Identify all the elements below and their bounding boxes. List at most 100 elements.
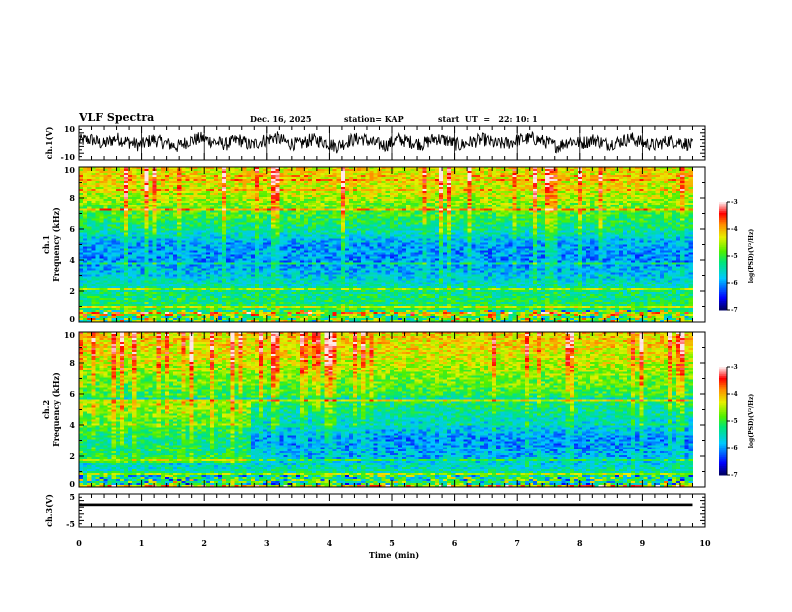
ch1-spectrogram-cell xyxy=(103,168,109,172)
ch1-spectrogram-cell xyxy=(430,167,436,170)
ch1-spectrogram-cell xyxy=(299,167,305,170)
ch1-spectrogram-cell xyxy=(344,167,350,170)
ch1-spectrogram-cell xyxy=(197,167,203,170)
ch1-spectrogram-cell xyxy=(598,167,603,170)
ch1-spectrogram-cell xyxy=(246,167,252,170)
ch1-spectrogram-cell xyxy=(324,167,329,170)
ch1-waveform-ylabel: ch.1(V) xyxy=(44,126,54,159)
date-label: Dec. 16, 2025 xyxy=(250,114,311,124)
ch1-spectrogram-cell xyxy=(639,167,644,170)
ch1-spectrogram-cell xyxy=(667,167,673,170)
ch1-spectrogram-cell xyxy=(103,167,109,170)
ch1-spectrogram-cell xyxy=(655,167,661,170)
ch1-spectrogram-cell xyxy=(222,167,227,170)
ch1-spectrogram-cell xyxy=(406,167,411,170)
ch1-spectrogram-cell xyxy=(83,168,88,172)
ch1-spectrogram-cell xyxy=(438,167,444,170)
ch1-spectrogram-cell xyxy=(213,167,219,170)
ch1-spectrogram-cell xyxy=(569,167,575,170)
ch1-spectrogram-cell xyxy=(410,167,415,170)
ch1-spectrogram-cell xyxy=(99,167,104,170)
ch1-spectrogram-cell xyxy=(128,168,133,172)
ch1-spectrogram-cell xyxy=(230,167,235,170)
ch1-spectrogram-cell xyxy=(185,167,190,170)
ch1-spectrogram-cell xyxy=(688,167,693,170)
ch1-spectrogram-cell xyxy=(680,167,685,170)
ch1-spectrogram-cell xyxy=(524,167,530,170)
ch1-spectrogram-cell xyxy=(557,167,562,170)
ch1-spectrogram-cell xyxy=(340,167,346,170)
ch1-spectrogram-cell xyxy=(528,167,534,170)
ch1-spectrogram-cell xyxy=(635,167,640,170)
ch1-spectrogram-cell xyxy=(455,167,460,170)
ch1-spectrogram-cell xyxy=(295,167,301,170)
ch1-spectrogram-cell xyxy=(520,167,526,170)
ch1-spectrogram-cell xyxy=(123,168,129,172)
ch1-spectrogram-cell xyxy=(422,167,428,170)
ch1-spectrogram-cell xyxy=(234,167,239,170)
ch1-spectrogram-cell xyxy=(144,168,149,172)
ch1-spectrogram-cell xyxy=(483,167,489,170)
ch1-spectrogram-cell xyxy=(218,167,223,170)
ch1-spectrogram-cell xyxy=(95,168,100,172)
ch1-spectrogram-cell xyxy=(283,167,288,170)
ch1-spectrogram-cell xyxy=(181,168,186,172)
ch1-spectrogram-cell xyxy=(381,167,387,170)
ch1-spectrogram-cell xyxy=(156,167,162,170)
ch1-spectrogram-cell xyxy=(631,167,636,170)
ch1-spectrogram-cell xyxy=(258,167,264,170)
ch1-spectrogram-cell xyxy=(508,167,513,170)
ch1-spectrogram-cell xyxy=(328,167,333,170)
ch1-spectrogram-cell xyxy=(87,168,92,172)
ch1-spectrogram-cell xyxy=(119,167,125,170)
ch1-spectrogram-cell xyxy=(549,167,554,170)
ch1-spectrogram-cell xyxy=(111,168,117,172)
ch1-spectrogram-cell xyxy=(610,167,616,170)
ch1-spectrogram-cell xyxy=(263,167,268,170)
ch1-spectrogram-cell xyxy=(303,167,309,170)
start-time-label: start UT = 22: 10: 1 xyxy=(438,114,538,124)
ch1-spectrogram-cell xyxy=(463,167,468,170)
ch1-spectrogram-cell xyxy=(373,167,378,170)
ch1-spectrogram-cell xyxy=(148,167,154,170)
ch1-spectrogram-cell xyxy=(643,167,648,170)
ch1-spectrogram-cell xyxy=(185,168,190,172)
ch1-spectrogram-cell xyxy=(479,167,485,170)
ch1-spectrogram-cell xyxy=(651,167,657,170)
ch1-spectrogram-cell xyxy=(132,167,137,170)
ch1-spectrogram-cells xyxy=(79,167,693,323)
ch1-spectrogram-cell xyxy=(369,167,374,170)
ch1-spectrogram-cell xyxy=(312,167,317,170)
ch1-waveform-ytick-label: -10 xyxy=(61,152,76,162)
ch1-spectrogram-cell xyxy=(209,168,215,172)
ch1-spectrogram-cell xyxy=(160,168,166,172)
ch1-spectrogram-cell xyxy=(672,167,677,170)
ch1-spectrogram-cell xyxy=(684,167,689,170)
ch1-spectrogram-cell xyxy=(242,167,248,170)
ch1-spectrogram-cell xyxy=(553,167,558,170)
ch1-spectrogram-cell xyxy=(115,167,121,170)
ch1-spectrogram-cell xyxy=(160,167,166,170)
ch1-spectrogram-cell xyxy=(136,168,141,172)
ch1-spectrogram-cell xyxy=(393,167,399,170)
ch1-spectrogram-cell xyxy=(209,167,215,170)
ch1-spectrogram-cell xyxy=(565,167,571,170)
ch1-spectrogram-cell xyxy=(447,167,452,170)
ch1-waveform-ytick-label: 10 xyxy=(64,124,76,134)
ch1-spectrogram-cell xyxy=(434,167,440,170)
ch1-spectrogram-cell xyxy=(132,168,137,172)
ch1-spectrogram-cell xyxy=(205,167,211,170)
ch1-spectrogram-cell xyxy=(128,167,133,170)
ch1-spectrogram-cell xyxy=(348,167,354,170)
ch1-waveform-panel: 10 -10 ch.1(V) xyxy=(44,124,706,162)
ch1-spectrogram-cell xyxy=(168,168,174,172)
ch1-spectrogram-cell xyxy=(606,167,612,170)
ch1-spectrogram-cell xyxy=(532,167,538,170)
ch1-spectrogram-cell xyxy=(357,167,362,170)
ch1-spectrogram-cell xyxy=(451,167,456,170)
station-label: station= KAP xyxy=(344,114,404,124)
ch1-spectrogram-cell xyxy=(173,167,178,170)
ch1-spectrogram-cell xyxy=(152,167,158,170)
